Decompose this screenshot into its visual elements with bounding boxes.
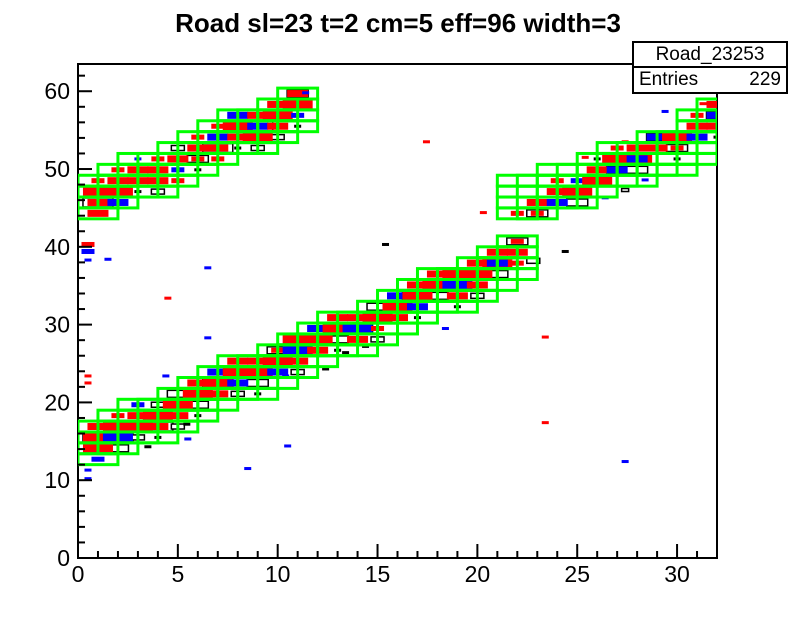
stats-entries-row: Entries 229	[634, 68, 786, 92]
outlier-hit-box	[284, 444, 292, 448]
road-upper-right-cell	[695, 119, 717, 134]
road-main-diagonal-cell	[495, 234, 539, 249]
outlier-hit-box	[84, 381, 92, 385]
outlier-hit-box	[104, 257, 112, 261]
outlier-hit-box	[620, 187, 630, 193]
stats-entries-label: Entries	[639, 69, 699, 90]
hit-box	[510, 238, 524, 244]
x-tick-label: 15	[365, 561, 391, 587]
x-tick-label: 20	[465, 561, 491, 587]
y-tick-label: 20	[44, 389, 70, 415]
hit-box	[91, 456, 105, 462]
road-upper-right-cell	[695, 130, 717, 145]
outlier-hit-box	[382, 242, 390, 246]
hit-box	[713, 135, 717, 139]
stats-box: Road_23253 Entries 229	[632, 41, 788, 94]
road-upper-right-cell	[695, 108, 717, 123]
hit-box	[706, 122, 717, 130]
outlier-hit-box	[641, 178, 649, 182]
outlier-hit-box	[144, 445, 152, 449]
road-upper-right-cell	[695, 97, 717, 112]
outlier-hit-box	[621, 460, 629, 464]
y-tick-label: 30	[44, 312, 70, 338]
outlier-hit-box	[204, 266, 212, 270]
outlier-hit-box	[581, 155, 589, 159]
outlier-hit-box	[699, 102, 707, 106]
hit-box	[87, 209, 109, 217]
y-tick-label: 60	[44, 78, 70, 104]
outlier-hit-box	[84, 477, 92, 481]
outlier-hit-box	[322, 367, 330, 371]
y-tick-label: 50	[44, 156, 70, 182]
hit-box	[706, 100, 717, 108]
outlier-hit-box	[204, 336, 212, 340]
plot-content	[78, 86, 717, 481]
y-tick-label: 10	[44, 467, 70, 493]
y-tick-label: 40	[44, 234, 70, 260]
outlier-hit-box	[661, 109, 669, 113]
outlier-hit-box	[84, 374, 92, 378]
outlier-hit-box	[561, 249, 569, 253]
road-upper-right-cell	[695, 141, 717, 155]
hit-box	[287, 90, 309, 98]
outlier-hit-box	[441, 327, 449, 331]
outlier-hit-box	[541, 335, 549, 339]
outlier-hit-box	[422, 140, 430, 144]
axis-tick-labels: 0 5 10 15 20 25 30 0 10 20 30 40 50 60	[44, 78, 689, 587]
road-upper-left-cell	[276, 86, 320, 101]
outlier-hit-box	[164, 296, 172, 300]
y-tick-label: 0	[57, 545, 70, 571]
outlier-hit-box	[162, 374, 170, 378]
outlier-hit-box	[541, 421, 549, 425]
outlier-hit-box	[302, 91, 310, 95]
outlier-hit-box	[244, 467, 252, 471]
axis-ticks	[77, 74, 699, 559]
plot-title: Road sl=23 t=2 cm=5 eff=96 width=3	[175, 8, 621, 38]
outlier-hit-box	[81, 248, 95, 254]
outlier-hit-box	[362, 344, 370, 348]
x-tick-label: 10	[265, 561, 291, 587]
stats-histogram-name: Road_23253	[634, 43, 786, 68]
x-tick-label: 5	[171, 561, 184, 587]
outlier-hit-box	[84, 258, 92, 262]
outlier-hit-box	[342, 351, 350, 355]
outlier-hit-box	[184, 437, 192, 441]
outlier-hit-box	[84, 468, 92, 472]
x-tick-label: 0	[72, 561, 85, 587]
outlier-hit-box	[183, 422, 191, 426]
outlier-hit-box	[81, 241, 95, 247]
outlier-hit-box	[282, 374, 290, 378]
x-tick-label: 25	[564, 561, 590, 587]
hit-box	[706, 111, 717, 119]
x-tick-label: 30	[664, 561, 690, 587]
outlier-hit-box	[479, 211, 487, 215]
stats-entries-value: 229	[749, 69, 781, 90]
